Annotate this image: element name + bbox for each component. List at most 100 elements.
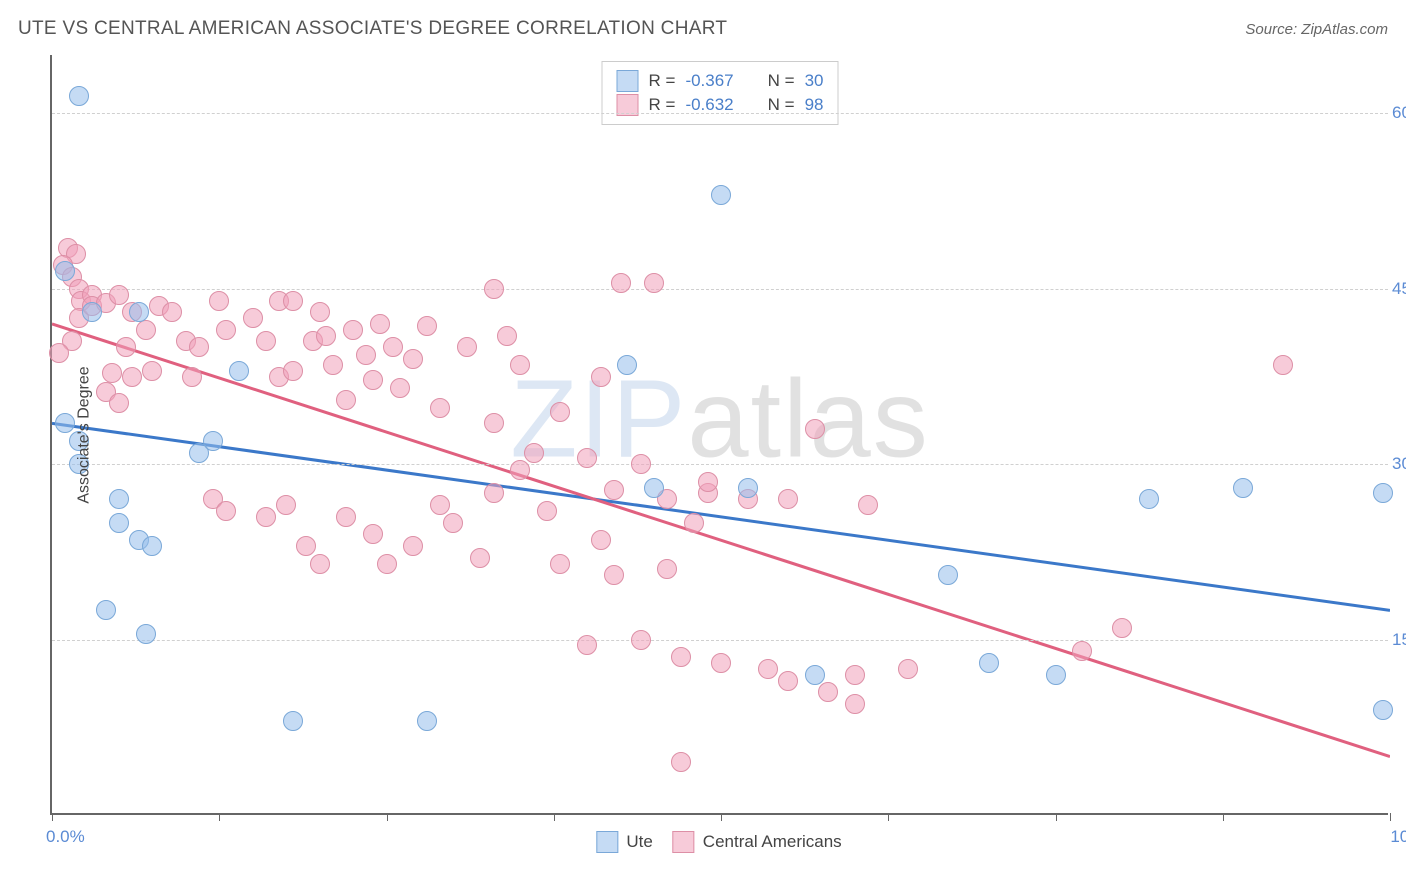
x-tick <box>888 813 889 821</box>
y-tick-label: 15.0% <box>1392 630 1406 650</box>
ute-point <box>711 185 731 205</box>
ca-point <box>142 361 162 381</box>
legend-label: Ute <box>626 832 652 852</box>
ca-point <box>430 398 450 418</box>
ute-point <box>55 413 75 433</box>
ca-point <box>390 378 410 398</box>
ca-point <box>510 460 530 480</box>
y-tick-label: 45.0% <box>1392 279 1406 299</box>
ca-point <box>550 554 570 574</box>
ute-point <box>55 261 75 281</box>
r-value: -0.367 <box>685 71 733 91</box>
x-tick <box>554 813 555 821</box>
ca-point <box>356 345 376 365</box>
ca-point <box>363 524 383 544</box>
y-tick-label: 30.0% <box>1392 454 1406 474</box>
ca-point <box>1273 355 1293 375</box>
ca-point <box>577 448 597 468</box>
ca-point <box>383 337 403 357</box>
ute-point <box>979 653 999 673</box>
ute-regression-line <box>52 423 1390 610</box>
ca-point <box>631 630 651 650</box>
ca-point <box>671 752 691 772</box>
x-tick <box>1390 813 1391 821</box>
ca-point <box>363 370 383 390</box>
ca-point <box>209 291 229 311</box>
ca-point <box>336 507 356 527</box>
ca-point <box>604 480 624 500</box>
ca-point <box>377 554 397 574</box>
ca-point <box>805 419 825 439</box>
ute-point <box>805 665 825 685</box>
ca-point <box>537 501 557 521</box>
ca-point <box>256 331 276 351</box>
legend-label: Central Americans <box>703 832 842 852</box>
ca-point <box>216 320 236 340</box>
ca-point <box>591 367 611 387</box>
ca-point <box>336 390 356 410</box>
ca-point <box>283 361 303 381</box>
ute-point <box>82 302 102 322</box>
ca-point <box>1112 618 1132 638</box>
chart-header: UTE VS CENTRAL AMERICAN ASSOCIATE'S DEGR… <box>18 18 1388 40</box>
ute-point <box>417 711 437 731</box>
ca-point <box>189 337 209 357</box>
ca-point <box>116 337 136 357</box>
plot-area: ZIPatlas R = -0.367N = 30R = -0.632N = 9… <box>50 55 1388 815</box>
ute-point <box>738 478 758 498</box>
ute-point <box>69 86 89 106</box>
ca-point <box>296 536 316 556</box>
ute-point <box>1373 483 1393 503</box>
ca-point <box>243 308 263 328</box>
gridline <box>52 464 1388 465</box>
ca-point <box>136 320 156 340</box>
ca-point <box>470 548 490 568</box>
ca-regression-line <box>52 324 1390 757</box>
ca-point <box>403 536 423 556</box>
ute-legend-swatch-icon <box>596 831 618 853</box>
ca-point <box>497 326 517 346</box>
series-legend: Ute Central Americans <box>596 831 841 853</box>
r-value: -0.632 <box>685 95 733 115</box>
ute-point <box>644 478 664 498</box>
scatter-chart: ZIPatlas R = -0.367N = 30R = -0.632N = 9… <box>50 55 1388 815</box>
ca-point <box>102 363 122 383</box>
ca-point <box>644 273 664 293</box>
ca-point <box>577 635 597 655</box>
legend-item-ute: Ute <box>596 831 652 853</box>
ca-point <box>758 659 778 679</box>
n-value: 30 <box>805 71 824 91</box>
ca-point <box>550 402 570 422</box>
ca-point <box>109 393 129 413</box>
ute-point <box>109 489 129 509</box>
ca-point <box>109 285 129 305</box>
ca-point <box>1072 641 1092 661</box>
ca-point <box>403 349 423 369</box>
ca-legend-swatch-icon <box>673 831 695 853</box>
r-label: R = <box>649 71 676 91</box>
x-tick <box>219 813 220 821</box>
x-tick <box>1223 813 1224 821</box>
gridline <box>52 289 1388 290</box>
ca-point <box>604 565 624 585</box>
watermark-atlas: atlas <box>687 357 929 480</box>
ute-point <box>283 711 303 731</box>
ca-point <box>457 337 477 357</box>
x-tick <box>1056 813 1057 821</box>
ute-point <box>617 355 637 375</box>
ute-point <box>1139 489 1159 509</box>
ca-point <box>316 326 336 346</box>
ca-point <box>858 495 878 515</box>
ute-point <box>129 302 149 322</box>
ute-point <box>96 600 116 620</box>
x-tick <box>721 813 722 821</box>
ca-point <box>283 291 303 311</box>
ca-point <box>323 355 343 375</box>
source-credit: Source: ZipAtlas.com <box>1245 21 1388 38</box>
ute-point <box>938 565 958 585</box>
ca-point <box>216 501 236 521</box>
ca-point <box>671 647 691 667</box>
ca-point <box>484 413 504 433</box>
ca-point <box>310 302 330 322</box>
ca-point <box>698 472 718 492</box>
